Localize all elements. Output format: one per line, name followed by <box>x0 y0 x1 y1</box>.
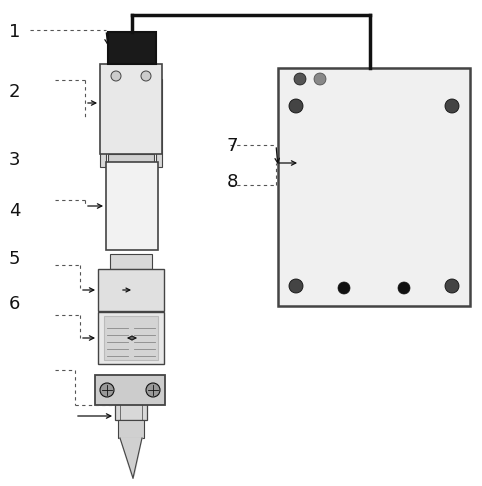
Bar <box>115 398 147 420</box>
Circle shape <box>111 71 121 81</box>
Bar <box>278 68 470 306</box>
Bar <box>110 254 152 269</box>
Text: 2: 2 <box>9 83 20 102</box>
Bar <box>283 256 465 301</box>
Text: 6: 6 <box>9 295 20 313</box>
Bar <box>316 104 434 222</box>
Bar <box>156 79 162 167</box>
Bar <box>106 162 158 250</box>
Bar <box>108 32 156 64</box>
Polygon shape <box>120 438 142 476</box>
Bar <box>98 312 164 364</box>
Bar <box>95 375 165 405</box>
Circle shape <box>445 279 459 293</box>
Circle shape <box>314 73 326 85</box>
Circle shape <box>141 71 151 81</box>
Bar <box>300 88 450 238</box>
Circle shape <box>146 383 160 397</box>
Bar <box>100 64 162 154</box>
Bar <box>100 79 106 167</box>
Circle shape <box>100 383 114 397</box>
Text: 5: 5 <box>9 249 20 268</box>
Text: 3: 3 <box>9 151 20 170</box>
Circle shape <box>294 73 306 85</box>
Text: 7: 7 <box>227 137 238 155</box>
Text: 8: 8 <box>227 173 238 191</box>
Bar <box>108 154 154 162</box>
Circle shape <box>398 282 410 294</box>
Circle shape <box>445 99 459 113</box>
Circle shape <box>289 279 303 293</box>
Bar <box>278 68 470 90</box>
Circle shape <box>338 282 350 294</box>
Bar <box>308 96 442 230</box>
Bar <box>104 316 158 360</box>
Bar <box>385 72 455 86</box>
Bar <box>98 269 164 311</box>
Bar <box>118 420 144 438</box>
Text: 1: 1 <box>9 22 20 41</box>
Circle shape <box>289 99 303 113</box>
Text: 4: 4 <box>9 202 20 221</box>
